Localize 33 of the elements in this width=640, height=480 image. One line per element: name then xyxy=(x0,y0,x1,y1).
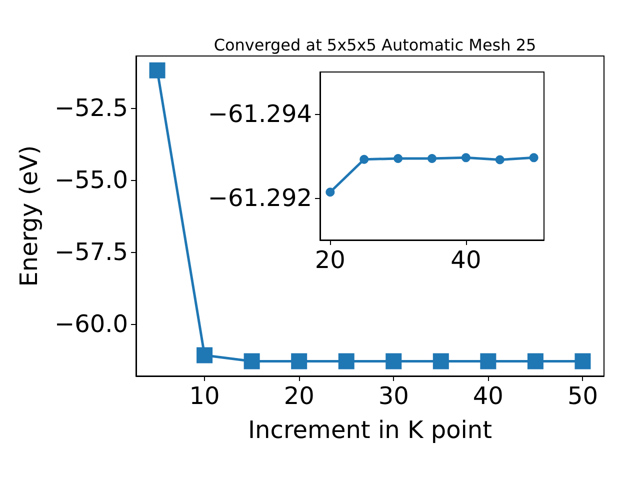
x-tick-label: 40 xyxy=(472,382,504,410)
point xyxy=(291,353,308,370)
y-tick-label: −61.292 xyxy=(208,184,312,212)
point xyxy=(338,353,354,370)
point xyxy=(495,155,504,164)
y-axis-title: Energy (eV) xyxy=(15,145,43,287)
point xyxy=(326,188,335,197)
y-tick-label: −60.0 xyxy=(54,310,128,338)
point xyxy=(386,353,402,370)
y-tick-label: −61.294 xyxy=(208,100,312,128)
x-tick-label: 50 xyxy=(567,382,598,410)
point xyxy=(394,154,403,164)
y-tick-label: −52.5 xyxy=(54,94,128,122)
point xyxy=(574,353,591,370)
x-tick-label: 10 xyxy=(189,382,220,410)
point xyxy=(432,353,449,370)
point xyxy=(149,62,166,78)
point xyxy=(428,154,436,164)
x-tick-label: 20 xyxy=(314,246,346,274)
point xyxy=(461,153,470,162)
chart-title: Converged at 5x5x5 Automatic Mesh 25 xyxy=(214,36,536,54)
y-tick-label: −55.0 xyxy=(54,166,128,194)
point xyxy=(529,153,538,162)
point xyxy=(196,347,213,364)
x-tick-label: 30 xyxy=(378,382,409,410)
y-tick-label: −57.5 xyxy=(54,238,128,266)
point xyxy=(480,353,496,370)
x-tick-label: 20 xyxy=(284,382,314,410)
point xyxy=(527,353,544,370)
x-tick-label: 40 xyxy=(450,246,482,274)
x-axis-title: Increment in K point xyxy=(248,416,492,444)
point xyxy=(244,353,260,370)
point xyxy=(360,154,369,164)
